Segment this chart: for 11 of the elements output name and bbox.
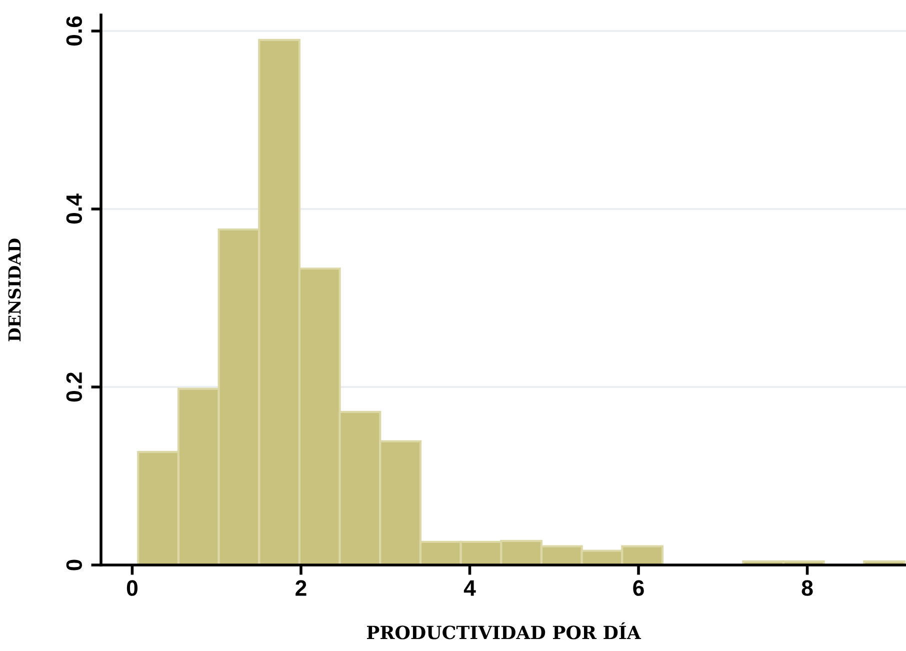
y-tick-label: 0.2 — [66, 372, 82, 402]
x-tick-label: 4 — [464, 580, 476, 596]
y-tick-label: 0.4 — [66, 194, 82, 224]
y-tick-label: 0.6 — [66, 16, 82, 46]
x-tick-label: 2 — [296, 580, 306, 596]
x-tick-label: 6 — [633, 580, 644, 596]
x-tick-label: 8 — [802, 580, 813, 596]
y-tick-label: 0 — [66, 560, 82, 570]
x-axis-title: PRODUCTIVIDAD POR DÍA — [366, 622, 642, 640]
y-axis-title: DENSIDAD — [8, 238, 21, 342]
x-tick-label: 0 — [126, 580, 138, 596]
